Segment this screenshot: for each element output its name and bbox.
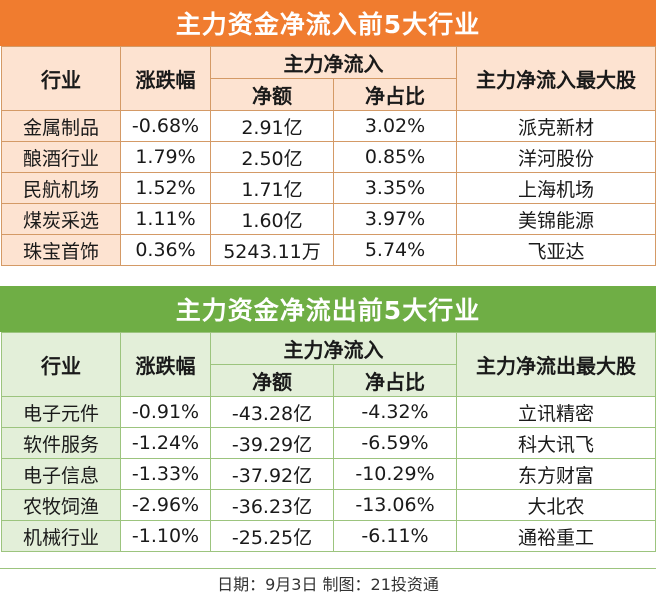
footer-credit: 日期：9月3日 制图：21投资通 [0,568,656,597]
inflow-header-amount: 净额 [210,78,334,111]
change-cell: -0.91% [120,396,211,428]
amount-cell: -43.28亿 [210,396,334,428]
table-row: 煤炭采选 1.11% 1.60亿 3.97% 美锦能源 [1,203,656,235]
industry-cell: 金属制品 [1,110,121,142]
ratio-cell: 3.35% [333,172,457,204]
outflow-header-change: 涨跌幅 [120,332,211,397]
amount-cell: 1.71亿 [210,172,334,204]
inflow-header-ratio: 净占比 [333,78,457,111]
outflow-title: 主力资金净流出前5大行业 [0,286,656,332]
outflow-header-industry: 行业 [1,332,121,397]
ratio-cell: 3.02% [333,110,457,142]
stock-cell: 飞亚达 [456,234,656,266]
amount-cell: -39.29亿 [210,427,334,459]
ratio-cell: -13.06% [333,489,457,521]
inflow-header-group: 主力净流入 [210,46,457,79]
table-row: 农牧饲渔 -2.96% -36.23亿 -13.06% 大北农 [1,489,656,521]
industry-cell: 农牧饲渔 [1,489,121,521]
outflow-table: 行业 涨跌幅 主力净流入 主力净流出最大股 净额 净占比 电子元件 -0.91%… [1,332,656,552]
stock-cell: 美锦能源 [456,203,656,235]
change-cell: -1.24% [120,427,211,459]
table-row: 机械行业 -1.10% -25.25亿 -6.11% 通裕重工 [1,520,656,552]
amount-cell: 2.50亿 [210,141,334,173]
inflow-header-industry: 行业 [1,46,121,111]
amount-cell: 2.91亿 [210,110,334,142]
stock-cell: 派克新材 [456,110,656,142]
stock-cell: 立讯精密 [456,396,656,428]
stock-cell: 科大讯飞 [456,427,656,459]
ratio-cell: -4.32% [333,396,457,428]
change-cell: -1.33% [120,458,211,490]
table-row: 民航机场 1.52% 1.71亿 3.35% 上海机场 [1,172,656,204]
ratio-cell: -10.29% [333,458,457,490]
amount-cell: -36.23亿 [210,489,334,521]
ratio-cell: 5.74% [333,234,457,266]
change-cell: 1.79% [120,141,211,173]
outflow-header-group: 主力净流入 [210,332,457,365]
inflow-subheader-row: 净额 净占比 [2,78,656,111]
outflow-header-ratio: 净占比 [333,364,457,397]
stock-cell: 洋河股份 [456,141,656,173]
ratio-cell: 0.85% [333,141,457,173]
change-cell: 1.52% [120,172,211,204]
table-row: 软件服务 -1.24% -39.29亿 -6.59% 科大讯飞 [1,427,656,459]
industry-cell: 软件服务 [1,427,121,459]
industry-cell: 煤炭采选 [1,203,121,235]
inflow-title: 主力资金净流入前5大行业 [0,0,656,46]
industry-cell: 酿酒行业 [1,141,121,173]
amount-cell: -37.92亿 [210,458,334,490]
outflow-header-amount: 净额 [210,364,334,397]
industry-cell: 珠宝首饰 [1,234,121,266]
stock-cell: 东方财富 [456,458,656,490]
industry-cell: 电子信息 [1,458,121,490]
change-cell: 0.36% [120,234,211,266]
change-cell: -2.96% [120,489,211,521]
inflow-table: 行业 涨跌幅 主力净流入 主力净流入最大股 净额 净占比 金属制品 -0.68%… [1,46,656,266]
amount-cell: 1.60亿 [210,203,334,235]
industry-cell: 民航机场 [1,172,121,204]
table-row: 金属制品 -0.68% 2.91亿 3.02% 派克新材 [1,110,656,142]
table-row: 珠宝首饰 0.36% 5243.11万 5.74% 飞亚达 [1,234,656,266]
stock-cell: 大北农 [456,489,656,521]
inflow-header-row: 行业 涨跌幅 主力净流入 主力净流入最大股 [1,46,656,111]
amount-cell: -25.25亿 [210,520,334,552]
ratio-cell: -6.59% [333,427,457,459]
change-cell: 1.11% [120,203,211,235]
inflow-header-top-stock: 主力净流入最大股 [456,46,656,111]
table-row: 酿酒行业 1.79% 2.50亿 0.85% 洋河股份 [1,141,656,173]
amount-cell: 5243.11万 [210,234,334,266]
stock-cell: 通裕重工 [456,520,656,552]
industry-cell: 机械行业 [1,520,121,552]
change-cell: -0.68% [120,110,211,142]
table-row: 电子元件 -0.91% -43.28亿 -4.32% 立讯精密 [1,396,656,428]
ratio-cell: -6.11% [333,520,457,552]
industry-cell: 电子元件 [1,396,121,428]
inflow-header-change: 涨跌幅 [120,46,211,111]
ratio-cell: 3.97% [333,203,457,235]
stock-cell: 上海机场 [456,172,656,204]
table-row: 电子信息 -1.33% -37.92亿 -10.29% 东方财富 [1,458,656,490]
change-cell: -1.10% [120,520,211,552]
outflow-header-row: 行业 涨跌幅 主力净流入 主力净流出最大股 [1,332,656,397]
outflow-header-top-stock: 主力净流出最大股 [456,332,656,397]
